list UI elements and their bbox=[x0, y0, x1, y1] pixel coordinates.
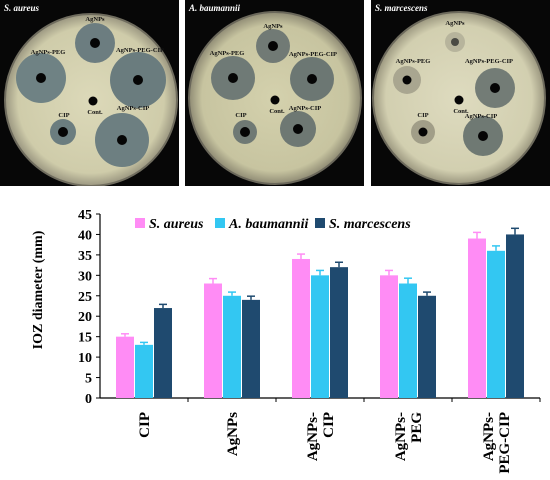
label-cont: Cont. bbox=[453, 108, 469, 115]
label-cip: CIP bbox=[235, 112, 247, 119]
label-agnps-peg: AgNPs-PEG bbox=[209, 50, 245, 57]
x-tick-label-group: AgNPs bbox=[225, 412, 241, 456]
legend-swatch bbox=[135, 218, 145, 228]
bar-chart: 0 5 10 15 20 25 30 35 40 45 CIP AgNPs AgNPs- CIP AgNPs… bbox=[0, 188, 550, 475]
label-agnps-peg-cip: AgNPs-PEG-CIP bbox=[288, 51, 338, 58]
legend-label: S. marcescens bbox=[329, 217, 411, 232]
bar bbox=[380, 275, 398, 398]
y-tick-label: 45 bbox=[78, 208, 92, 223]
bar bbox=[135, 344, 153, 398]
legend-swatch bbox=[215, 218, 225, 228]
x-tick-label: PEG bbox=[409, 412, 425, 443]
x-tick-label: AgNPs bbox=[225, 412, 241, 456]
bar bbox=[242, 299, 260, 398]
label-cip: CIP bbox=[417, 112, 429, 119]
label-agnps-peg: AgNPs-PEG bbox=[395, 58, 431, 65]
petri-panel-s-aureus: S. aureus AgNPs AgNPs-PEG AgNPs-PEG-CIP … bbox=[0, 0, 179, 186]
bar bbox=[330, 267, 348, 398]
y-tick-label: 15 bbox=[78, 331, 92, 346]
petri-dish-1 bbox=[4, 13, 178, 186]
label-agnps-peg-cip: AgNPs-PEG-CIP bbox=[464, 58, 514, 65]
y-tick-label: 0 bbox=[85, 392, 92, 407]
x-tick-label: AgNPs- bbox=[481, 412, 497, 461]
petri-panel-a-baumannii: A. baumannii AgNPs AgNPs-PEG AgNPs-PEG-C… bbox=[185, 0, 364, 186]
y-tick-label: 10 bbox=[78, 351, 92, 366]
label-agnps: AgNPs bbox=[263, 23, 283, 30]
bar bbox=[468, 238, 486, 398]
label-agnps-cip: AgNPs-CIP bbox=[116, 105, 150, 112]
panel-title: S. marcescens bbox=[375, 3, 428, 13]
panel-title: S. aureus bbox=[4, 3, 40, 13]
x-tick-label: PEG-CIP bbox=[497, 412, 513, 474]
label-agnps-peg-cip: AgNPs-PEG-CIP bbox=[115, 47, 165, 54]
bar bbox=[116, 336, 134, 398]
label-agnps-peg: AgNPs-PEG bbox=[30, 49, 66, 56]
x-tick-label-group: AgNPs- PEG-CIP bbox=[481, 412, 513, 474]
x-tick-label: CIP bbox=[137, 412, 153, 438]
x-tick-label-group: AgNPs- CIP bbox=[305, 412, 337, 461]
petri-dish-3 bbox=[372, 11, 546, 185]
y-tick-label: 40 bbox=[78, 228, 92, 243]
x-tick-label: CIP bbox=[321, 412, 337, 438]
label-cont: Cont. bbox=[269, 108, 285, 115]
y-axis-label: IOZ diameter (mm) bbox=[31, 230, 46, 349]
x-tick-label: AgNPs- bbox=[305, 412, 321, 461]
y-tick-label: 5 bbox=[85, 372, 92, 387]
bar bbox=[418, 295, 436, 398]
label-agnps-cip: AgNPs-CIP bbox=[464, 113, 498, 120]
bar bbox=[154, 308, 172, 398]
bar bbox=[506, 234, 524, 398]
label-agnps-cip: AgNPs-CIP bbox=[288, 105, 322, 112]
x-tick-label-group: AgNPs- PEG bbox=[393, 412, 425, 461]
legend-label: S. aureus bbox=[149, 217, 204, 232]
bar bbox=[204, 283, 222, 398]
y-tick-label: 30 bbox=[78, 269, 92, 284]
label-cip: CIP bbox=[58, 112, 70, 119]
bars bbox=[116, 227, 524, 398]
y-tick-label: 35 bbox=[78, 249, 92, 264]
panel-title: A. baumannii bbox=[189, 3, 241, 13]
bar bbox=[311, 275, 329, 398]
y-tick-label: 20 bbox=[78, 310, 92, 325]
label-agnps: AgNPs bbox=[85, 16, 105, 23]
petri-dish-2 bbox=[188, 11, 362, 185]
label-cont: Cont. bbox=[87, 109, 103, 116]
bar bbox=[487, 250, 505, 398]
petri-panel-s-marcescens: S. marcescens AgNPs AgNPs-PEG AgNPs-PEG-… bbox=[371, 0, 550, 186]
legend: S. aureus A. baumannii S. marcescens bbox=[135, 217, 411, 232]
y-tick-label: 25 bbox=[78, 290, 92, 305]
bar bbox=[399, 283, 417, 398]
x-tick-label-group: CIP bbox=[137, 412, 153, 438]
label-agnps: AgNPs bbox=[445, 20, 465, 27]
bar bbox=[292, 258, 310, 398]
legend-swatch bbox=[315, 218, 325, 228]
bar bbox=[223, 295, 241, 398]
x-tick-label: AgNPs- bbox=[393, 412, 409, 461]
legend-label: A. baumannii bbox=[228, 217, 308, 232]
